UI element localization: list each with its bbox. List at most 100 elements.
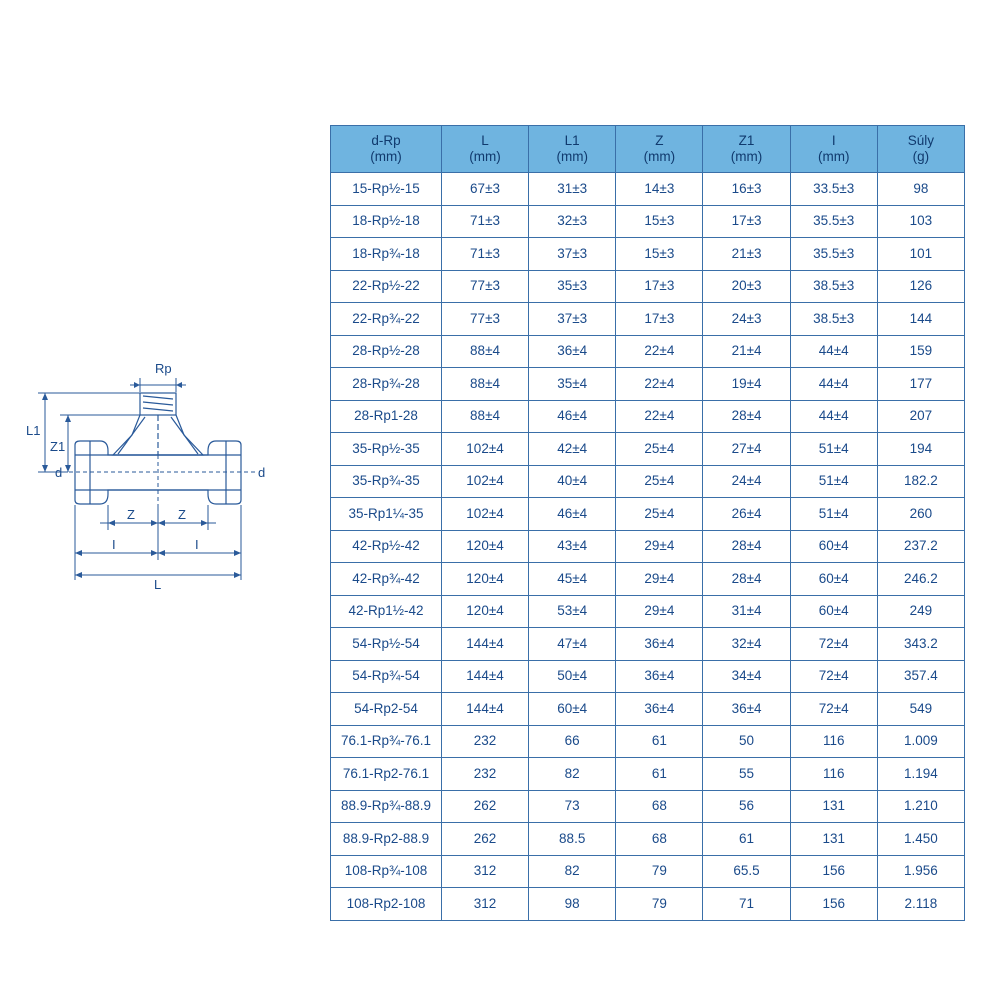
label-i-right: I bbox=[195, 537, 199, 552]
table-cell: 26±4 bbox=[703, 498, 790, 531]
table-cell: 120±4 bbox=[441, 595, 528, 628]
table-cell: 28-Rp½-28 bbox=[331, 335, 442, 368]
table-cell: 68 bbox=[616, 790, 703, 823]
table-cell: 262 bbox=[441, 790, 528, 823]
table-row: 22-Rp½-2277±335±317±320±338.5±3126 bbox=[331, 270, 965, 303]
table-cell: 98 bbox=[877, 173, 964, 206]
table-cell: 24±4 bbox=[703, 465, 790, 498]
table-cell: 33.5±3 bbox=[790, 173, 877, 206]
table-cell: 28-Rp¾-28 bbox=[331, 368, 442, 401]
table-cell: 46±4 bbox=[529, 400, 616, 433]
table-cell: 61 bbox=[616, 758, 703, 791]
table-header: L1(mm) bbox=[529, 126, 616, 173]
table-row: 28-Rp¾-2888±435±422±419±444±4177 bbox=[331, 368, 965, 401]
table-cell: 44±4 bbox=[790, 335, 877, 368]
table-row: 76.1-Rp2-76.12328261551161.194 bbox=[331, 758, 965, 791]
table-cell: 42±4 bbox=[529, 433, 616, 466]
table-cell: 126 bbox=[877, 270, 964, 303]
table-cell: 68 bbox=[616, 823, 703, 856]
table-cell: 29±4 bbox=[616, 563, 703, 596]
table-cell: 46±4 bbox=[529, 498, 616, 531]
table-cell: 144 bbox=[877, 303, 964, 336]
table-header: Z1(mm) bbox=[703, 126, 790, 173]
table-header: I(mm) bbox=[790, 126, 877, 173]
table-cell: 232 bbox=[441, 725, 528, 758]
table-cell: 28-Rp1-28 bbox=[331, 400, 442, 433]
table-cell: 36±4 bbox=[616, 660, 703, 693]
table-cell: 76.1-Rp¾-76.1 bbox=[331, 725, 442, 758]
table-cell: 54-Rp2-54 bbox=[331, 693, 442, 726]
table-cell: 51±4 bbox=[790, 498, 877, 531]
table-cell: 131 bbox=[790, 823, 877, 856]
table-cell: 65.5 bbox=[703, 855, 790, 888]
table-cell: 108-Rp2-108 bbox=[331, 888, 442, 921]
table-cell: 35-Rp¾-35 bbox=[331, 465, 442, 498]
table-cell: 29±4 bbox=[616, 530, 703, 563]
table-cell: 549 bbox=[877, 693, 964, 726]
table-cell: 14±3 bbox=[616, 173, 703, 206]
table-header: Súly(g) bbox=[877, 126, 964, 173]
table-row: 76.1-Rp¾-76.12326661501161.009 bbox=[331, 725, 965, 758]
table-cell: 53±4 bbox=[529, 595, 616, 628]
label-i-left: I bbox=[112, 537, 116, 552]
table-cell: 60±4 bbox=[790, 595, 877, 628]
table-cell: 22±4 bbox=[616, 368, 703, 401]
table-cell: 44±4 bbox=[790, 368, 877, 401]
table-cell: 35±3 bbox=[529, 270, 616, 303]
table-cell: 37±3 bbox=[529, 238, 616, 271]
table-cell: 79 bbox=[616, 855, 703, 888]
table-cell: 22-Rp½-22 bbox=[331, 270, 442, 303]
table-cell: 101 bbox=[877, 238, 964, 271]
table-cell: 15±3 bbox=[616, 205, 703, 238]
spec-table: d-Rp(mm)L(mm)L1(mm)Z(mm)Z1(mm)I(mm)Súly(… bbox=[330, 125, 965, 921]
table-cell: 31±4 bbox=[703, 595, 790, 628]
table-cell: 82 bbox=[529, 758, 616, 791]
table-cell: 72±4 bbox=[790, 660, 877, 693]
table-cell: 38.5±3 bbox=[790, 303, 877, 336]
technical-diagram: Rp bbox=[0, 125, 330, 615]
table-cell: 61 bbox=[616, 725, 703, 758]
table-cell: 120±4 bbox=[441, 530, 528, 563]
table-cell: 77±3 bbox=[441, 303, 528, 336]
table-cell: 207 bbox=[877, 400, 964, 433]
table-cell: 47±4 bbox=[529, 628, 616, 661]
table-cell: 28±4 bbox=[703, 563, 790, 596]
table-cell: 21±4 bbox=[703, 335, 790, 368]
table-cell: 1.450 bbox=[877, 823, 964, 856]
table-cell: 144±4 bbox=[441, 693, 528, 726]
table-cell: 17±3 bbox=[616, 303, 703, 336]
table-cell: 60±4 bbox=[790, 563, 877, 596]
table-cell: 16±3 bbox=[703, 173, 790, 206]
table-cell: 73 bbox=[529, 790, 616, 823]
label-l: L bbox=[154, 577, 161, 592]
table-cell: 50 bbox=[703, 725, 790, 758]
table-cell: 22±4 bbox=[616, 335, 703, 368]
table-cell: 120±4 bbox=[441, 563, 528, 596]
table-cell: 88±4 bbox=[441, 368, 528, 401]
table-cell: 20±3 bbox=[703, 270, 790, 303]
table-cell: 28±4 bbox=[703, 530, 790, 563]
table-cell: 156 bbox=[790, 888, 877, 921]
table-cell: 37±3 bbox=[529, 303, 616, 336]
table-header: d-Rp(mm) bbox=[331, 126, 442, 173]
table-cell: 159 bbox=[877, 335, 964, 368]
table-cell: 50±4 bbox=[529, 660, 616, 693]
table-cell: 54-Rp¾-54 bbox=[331, 660, 442, 693]
table-cell: 76.1-Rp2-76.1 bbox=[331, 758, 442, 791]
table-cell: 2.118 bbox=[877, 888, 964, 921]
table-cell: 177 bbox=[877, 368, 964, 401]
table-row: 88.9-Rp2-88.926288.568611311.450 bbox=[331, 823, 965, 856]
table-cell: 36±4 bbox=[616, 693, 703, 726]
table-cell: 36±4 bbox=[703, 693, 790, 726]
table-cell: 28±4 bbox=[703, 400, 790, 433]
table-cell: 61 bbox=[703, 823, 790, 856]
table-cell: 108-Rp¾-108 bbox=[331, 855, 442, 888]
label-z-right: Z bbox=[178, 507, 186, 522]
table-row: 15-Rp½-1567±331±314±316±333.5±398 bbox=[331, 173, 965, 206]
table-row: 28-Rp1-2888±446±422±428±444±4207 bbox=[331, 400, 965, 433]
table-header: Z(mm) bbox=[616, 126, 703, 173]
table-cell: 88.9-Rp¾-88.9 bbox=[331, 790, 442, 823]
table-cell: 31±3 bbox=[529, 173, 616, 206]
table-cell: 72±4 bbox=[790, 693, 877, 726]
table-cell: 343.2 bbox=[877, 628, 964, 661]
